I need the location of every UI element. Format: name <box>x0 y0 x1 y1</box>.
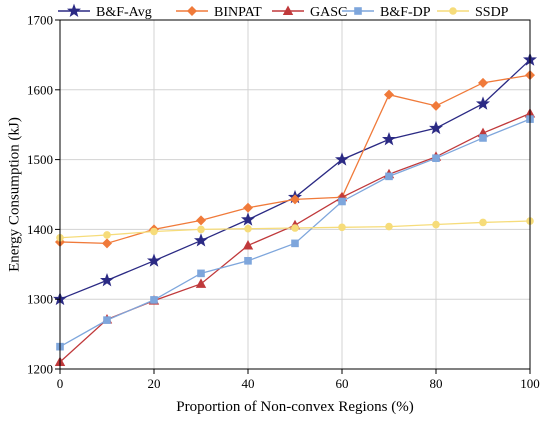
legend-item-b-f-dp: B&F-DP <box>342 5 431 20</box>
data-point-binpat <box>196 215 206 226</box>
data-point-ssdp <box>385 222 393 231</box>
x-tick-label: 0 <box>57 376 64 391</box>
legend-label: B&F-Avg <box>96 5 152 20</box>
legend-label: GASC <box>310 5 347 20</box>
data-point-b-f-dp <box>479 134 487 142</box>
x-axis-label: Proportion of Non-convex Regions (%) <box>176 399 413 415</box>
y-tick-label: 1700 <box>27 13 53 28</box>
legend-item-binpat: BINPAT <box>176 5 262 20</box>
legend-item-b-f-avg: B&F-Avg <box>58 3 152 20</box>
data-point-binpat <box>431 100 441 111</box>
y-tick-label: 1200 <box>27 362 53 377</box>
data-point-ssdp <box>432 220 440 229</box>
y-tick-label: 1500 <box>27 152 53 167</box>
data-point-gasc <box>195 278 207 288</box>
series-binpat <box>55 70 535 249</box>
legend-marker <box>187 6 197 16</box>
data-point-b-f-dp <box>244 257 252 265</box>
data-point-gasc <box>242 239 254 250</box>
y-axis-label: Energy Consumption (kJ) <box>6 117 22 272</box>
data-point-ssdp <box>103 231 111 239</box>
data-point-binpat <box>290 194 300 205</box>
legend: B&F-Avg BINPAT GASC B&F-DP SSDP <box>58 3 509 20</box>
plot-frame <box>59 19 531 370</box>
axis-ticks: 0 20 40 60 80 100 1200 1300 1400 1500 1600 1700 <box>27 13 540 392</box>
data-point-ssdp <box>150 227 158 236</box>
y-tick-label: 1600 <box>27 82 53 97</box>
data-point-binpat <box>478 77 488 88</box>
x-tick-label: 20 <box>148 376 161 391</box>
data-point-b-f-dp <box>197 269 205 278</box>
x-tick-label: 100 <box>520 376 540 391</box>
data-point-b-f-dp <box>150 296 158 304</box>
data-point-b-f-avg <box>146 253 162 267</box>
legend-marker <box>354 7 362 15</box>
data-point-ssdp <box>338 223 346 232</box>
legend-marker <box>66 3 82 17</box>
data-point-b-f-dp <box>103 316 111 324</box>
legend-label: B&F-DP <box>380 5 431 20</box>
data-point-b-f-dp <box>291 239 299 248</box>
x-tick-label: 60 <box>336 376 349 391</box>
data-point-b-f-dp <box>432 154 440 163</box>
data-point-b-f-dp <box>338 197 346 206</box>
legend-item-gasc: GASC <box>272 5 347 20</box>
y-tick-label: 1300 <box>27 292 53 307</box>
legend-marker <box>282 5 294 15</box>
data-point-binpat <box>102 238 112 249</box>
legend-item-ssdp: SSDP <box>437 5 509 20</box>
data-point-b-f-avg <box>428 120 444 135</box>
series-layer <box>52 52 538 367</box>
x-tick-label: 80 <box>430 376 443 391</box>
legend-label: SSDP <box>475 5 509 20</box>
data-point-ssdp <box>291 224 299 232</box>
data-point-ssdp <box>479 218 487 227</box>
data-point-b-f-dp <box>385 172 393 181</box>
data-point-binpat <box>384 89 394 100</box>
data-point-ssdp <box>197 225 205 234</box>
y-tick-label: 1400 <box>27 222 53 237</box>
data-point-b-f-avg <box>240 212 256 226</box>
data-point-ssdp <box>244 224 252 233</box>
data-point-b-f-avg <box>193 233 209 247</box>
data-point-b-f-avg <box>475 96 491 110</box>
x-tick-label: 40 <box>242 376 255 391</box>
data-point-b-f-avg <box>334 152 350 166</box>
data-point-b-f-avg <box>99 272 115 287</box>
legend-marker <box>449 7 457 15</box>
data-point-binpat <box>243 202 253 213</box>
legend-label: BINPAT <box>214 5 262 20</box>
series-ssdp <box>56 217 534 242</box>
data-point-b-f-avg <box>381 131 397 146</box>
